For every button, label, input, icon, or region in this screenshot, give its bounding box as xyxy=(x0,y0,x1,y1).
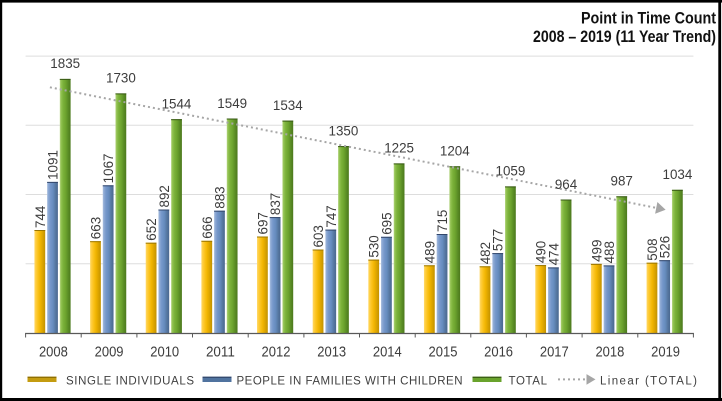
svg-text:697: 697 xyxy=(255,212,270,234)
svg-text:474: 474 xyxy=(546,243,561,266)
svg-text:603: 603 xyxy=(311,225,326,247)
svg-text:652: 652 xyxy=(144,218,159,240)
svg-text:1059: 1059 xyxy=(496,164,526,179)
svg-text:2014: 2014 xyxy=(373,344,402,360)
svg-text:Point in Time Count: Point in Time Count xyxy=(581,10,716,28)
svg-text:2017: 2017 xyxy=(540,344,569,360)
svg-text:2010: 2010 xyxy=(150,344,179,360)
svg-text:2012: 2012 xyxy=(262,344,291,360)
svg-text:2009: 2009 xyxy=(95,344,124,360)
svg-text:2013: 2013 xyxy=(317,344,346,360)
svg-text:987: 987 xyxy=(611,174,633,189)
svg-text:1225: 1225 xyxy=(384,141,414,156)
svg-text:2011: 2011 xyxy=(206,344,235,360)
svg-text:666: 666 xyxy=(200,216,215,238)
svg-text:1350: 1350 xyxy=(329,123,359,138)
svg-text:715: 715 xyxy=(435,210,450,232)
svg-text:499: 499 xyxy=(589,240,604,262)
svg-text:837: 837 xyxy=(268,193,283,215)
svg-text:2008 – 2019 (11 Year Trend): 2008 – 2019 (11 Year Trend) xyxy=(533,28,716,46)
svg-text:577: 577 xyxy=(491,229,506,251)
svg-text:2008: 2008 xyxy=(39,344,68,360)
svg-text:892: 892 xyxy=(157,185,172,207)
svg-text:1534: 1534 xyxy=(273,98,303,113)
svg-text:1034: 1034 xyxy=(663,167,693,182)
svg-text:1544: 1544 xyxy=(162,97,192,112)
svg-text:488: 488 xyxy=(602,241,617,263)
svg-text:1835: 1835 xyxy=(50,56,80,71)
svg-text:883: 883 xyxy=(212,186,227,208)
svg-text:744: 744 xyxy=(33,205,48,228)
svg-text:526: 526 xyxy=(658,236,673,258)
svg-text:1067: 1067 xyxy=(101,154,116,184)
svg-text:747: 747 xyxy=(324,205,339,227)
svg-text:964: 964 xyxy=(555,177,578,192)
svg-text:695: 695 xyxy=(379,212,394,234)
svg-text:508: 508 xyxy=(645,238,660,260)
svg-text:2018: 2018 xyxy=(595,344,624,360)
svg-text:1730: 1730 xyxy=(106,71,136,86)
svg-text:2016: 2016 xyxy=(484,344,513,360)
svg-text:PEOPLE IN FAMILIES WITH CHILDR: PEOPLE IN FAMILIES WITH CHILDREN xyxy=(237,376,463,388)
svg-text:2019: 2019 xyxy=(651,344,680,360)
svg-text:482: 482 xyxy=(478,242,493,264)
svg-text:490: 490 xyxy=(534,241,549,263)
svg-text:Linear (TOTAL): Linear (TOTAL) xyxy=(600,376,697,388)
svg-text:489: 489 xyxy=(422,241,437,263)
svg-text:SINGLE INDIVIDUALS: SINGLE INDIVIDUALS xyxy=(66,376,194,388)
svg-text:663: 663 xyxy=(89,217,104,239)
svg-text:1091: 1091 xyxy=(46,150,61,180)
svg-text:530: 530 xyxy=(367,235,382,257)
svg-text:1549: 1549 xyxy=(217,96,247,111)
svg-text:1204: 1204 xyxy=(440,144,470,159)
svg-text:TOTAL: TOTAL xyxy=(509,376,548,388)
svg-text:2015: 2015 xyxy=(429,344,458,360)
